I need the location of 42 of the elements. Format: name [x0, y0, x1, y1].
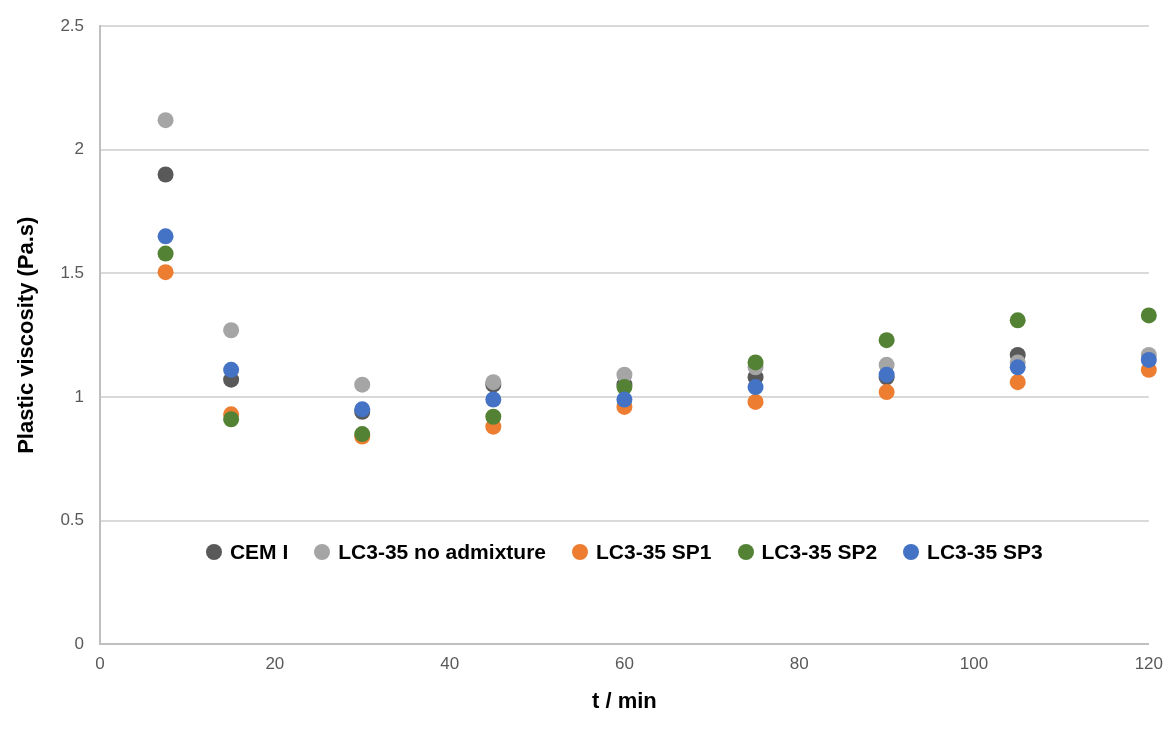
point [878, 384, 895, 401]
point [157, 264, 174, 281]
point [616, 391, 633, 408]
y-tick-label: 1 [74, 386, 85, 406]
y-tick-label: 0.5 [60, 510, 85, 530]
legend-label: LC3-35 SP2 [761, 539, 878, 564]
point [1140, 307, 1157, 324]
point [223, 411, 240, 428]
legend-label: LC3-35 SP3 [927, 539, 1043, 564]
point [157, 228, 174, 245]
point [1009, 359, 1026, 376]
point [747, 393, 764, 410]
point [1009, 312, 1026, 329]
x-tick-label: 60 [614, 654, 634, 674]
point [1009, 374, 1026, 391]
point [485, 408, 502, 425]
point [223, 361, 240, 378]
point [878, 332, 895, 349]
x-tick-label: 20 [265, 654, 285, 674]
point [485, 391, 502, 408]
point [223, 322, 240, 339]
point [157, 245, 174, 262]
y-tick-label: 1.5 [60, 263, 85, 283]
x-tick-label: 40 [440, 654, 460, 674]
legend-label: LC3-35 SP1 [595, 539, 712, 564]
legend-label: LC3-35 no admixture [338, 539, 546, 564]
legend-label: CEM I [229, 539, 289, 564]
point [747, 379, 764, 396]
point [1140, 351, 1157, 368]
x-tick-label: 120 [1134, 654, 1164, 674]
y-tick-label: 2 [74, 139, 85, 159]
y-tick-label: 2.5 [60, 15, 85, 35]
point [747, 354, 764, 371]
y-axis-title: Plastic viscosity (Pa.s) [13, 216, 39, 454]
x-tick-label: 100 [959, 654, 989, 674]
point [354, 376, 371, 393]
point [157, 166, 174, 183]
x-tick-label: 80 [789, 654, 809, 674]
y-tick-label: 0 [74, 633, 85, 653]
x-tick-label: 0 [95, 654, 105, 674]
x-axis-title: t / min [592, 687, 657, 713]
point [157, 112, 174, 129]
